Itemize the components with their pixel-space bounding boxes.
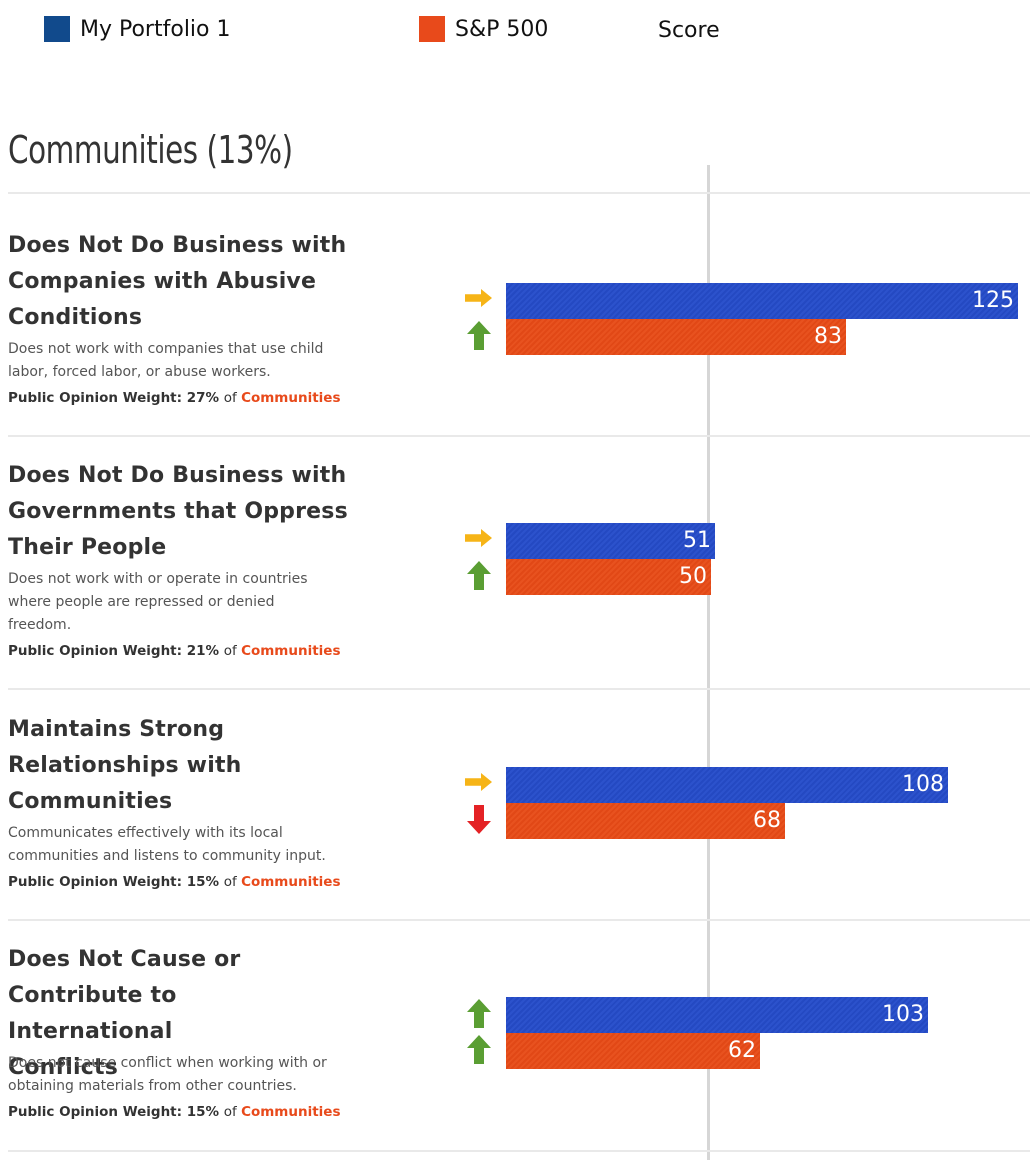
metric-description-line: communities and listens to community inp…: [8, 848, 326, 864]
metric-title-line: Conditions: [8, 305, 143, 330]
divider: [8, 1150, 1030, 1152]
weight-of: of: [223, 643, 242, 659]
metric-title: Does Not Cause or Contribute to Internati…: [8, 942, 348, 1086]
down-arrow-icon: [465, 805, 493, 835]
legend-label-portfolio: My Portfolio 1: [80, 16, 231, 42]
metric-description-line: where people are repressed or denied: [8, 594, 275, 610]
metric-description-line: Does not work with companies that use ch…: [8, 341, 324, 357]
sp500-bar: 50: [506, 559, 711, 595]
weight-category-link[interactable]: Communities: [241, 874, 341, 890]
metric-title-line: Does Not Do Business with: [8, 463, 347, 488]
metric-title-line: Governments that Oppress: [8, 499, 348, 524]
metric-title-line: Communities: [8, 789, 173, 814]
metric-title-line: Relationships with: [8, 753, 242, 778]
metric-description-line: Does not cause conflict when working wit…: [8, 1055, 327, 1071]
public-opinion-weight: Public Opinion Weight: 27% of Communitie…: [8, 390, 341, 406]
sp500-swatch: [419, 16, 445, 42]
weight-of: of: [223, 1104, 242, 1120]
divider: [8, 688, 1030, 690]
legend-item-portfolio: My Portfolio 1: [44, 16, 231, 42]
metric-title-line: Their People: [8, 535, 167, 560]
weight-category-link[interactable]: Communities: [241, 643, 341, 659]
metric-description: Does not cause conflict when working wit…: [8, 1052, 353, 1098]
legend-item-sp500: S&P 500: [419, 16, 548, 42]
portfolio-bar: 108: [506, 767, 948, 803]
legend-label-sp500: S&P 500: [455, 16, 549, 42]
metric-description-line: freedom.: [8, 617, 72, 633]
weight-category-link[interactable]: Communities: [241, 390, 341, 406]
metric-title-line: Does Not Do Business with: [8, 233, 347, 258]
legend: My Portfolio 1 S&P 500 Score: [0, 14, 1030, 54]
metric-title-line: Maintains Strong: [8, 717, 225, 742]
up-arrow-icon: [465, 1035, 493, 1065]
divider: [8, 919, 1030, 921]
weight-prefix: Public Opinion Weight: 15%: [8, 874, 224, 890]
up-arrow-icon: [465, 321, 493, 351]
metric-title: Maintains Strong Relationships with Commun…: [8, 712, 348, 820]
weight-of: of: [223, 874, 242, 890]
metric-title-line: Does Not Cause or: [8, 947, 241, 972]
metric-description: Does not work with companies that use ch…: [8, 338, 353, 384]
divider: [8, 435, 1030, 437]
sp500-bar: 83: [506, 319, 846, 355]
metric-description: Communicates effectively with its local c…: [8, 822, 353, 868]
metric-description-line: Does not work with or operate in countri…: [8, 571, 308, 587]
weight-prefix: Public Opinion Weight: 27%: [8, 390, 224, 406]
metric-description-line: Communicates effectively with its local: [8, 825, 283, 841]
sp500-bar: 68: [506, 803, 785, 839]
weight-of: of: [223, 390, 242, 406]
public-opinion-weight: Public Opinion Weight: 15% of Communitie…: [8, 874, 341, 890]
metric-title-line: Companies with Abusive: [8, 269, 317, 294]
up-arrow-icon: [465, 999, 493, 1029]
weight-prefix: Public Opinion Weight: 21%: [8, 643, 224, 659]
weight-category-link[interactable]: Communities: [241, 1104, 341, 1120]
section-title: Communities (13%): [8, 128, 293, 172]
portfolio-swatch: [44, 16, 70, 42]
divider: [8, 192, 1030, 194]
portfolio-bar: 51: [506, 523, 715, 559]
portfolio-bar: 125: [506, 283, 1018, 319]
portfolio-bar: 103: [506, 997, 928, 1033]
right-arrow-icon: [465, 525, 493, 555]
metric-description: Does not work with or operate in countri…: [8, 568, 353, 637]
sp500-bar: 62: [506, 1033, 760, 1069]
metric-title: Does Not Do Business with Governments tha…: [8, 458, 348, 566]
weight-prefix: Public Opinion Weight: 15%: [8, 1104, 224, 1120]
metric-title: Does Not Do Business with Companies with …: [8, 228, 348, 336]
metric-description-line: labor, forced labor, or abuse workers.: [8, 364, 271, 380]
public-opinion-weight: Public Opinion Weight: 21% of Communitie…: [8, 643, 341, 659]
public-opinion-weight: Public Opinion Weight: 15% of Communitie…: [8, 1104, 341, 1120]
right-arrow-icon: [465, 769, 493, 799]
reference-line: [707, 165, 710, 1160]
metric-title-line: Conflicts: [8, 1055, 119, 1080]
legend-score-label: Score: [658, 18, 720, 43]
right-arrow-icon: [465, 285, 493, 315]
metric-title-line: Contribute to International: [8, 983, 177, 1044]
metric-description-line: obtaining materials from other countries…: [8, 1078, 297, 1094]
up-arrow-icon: [465, 561, 493, 591]
